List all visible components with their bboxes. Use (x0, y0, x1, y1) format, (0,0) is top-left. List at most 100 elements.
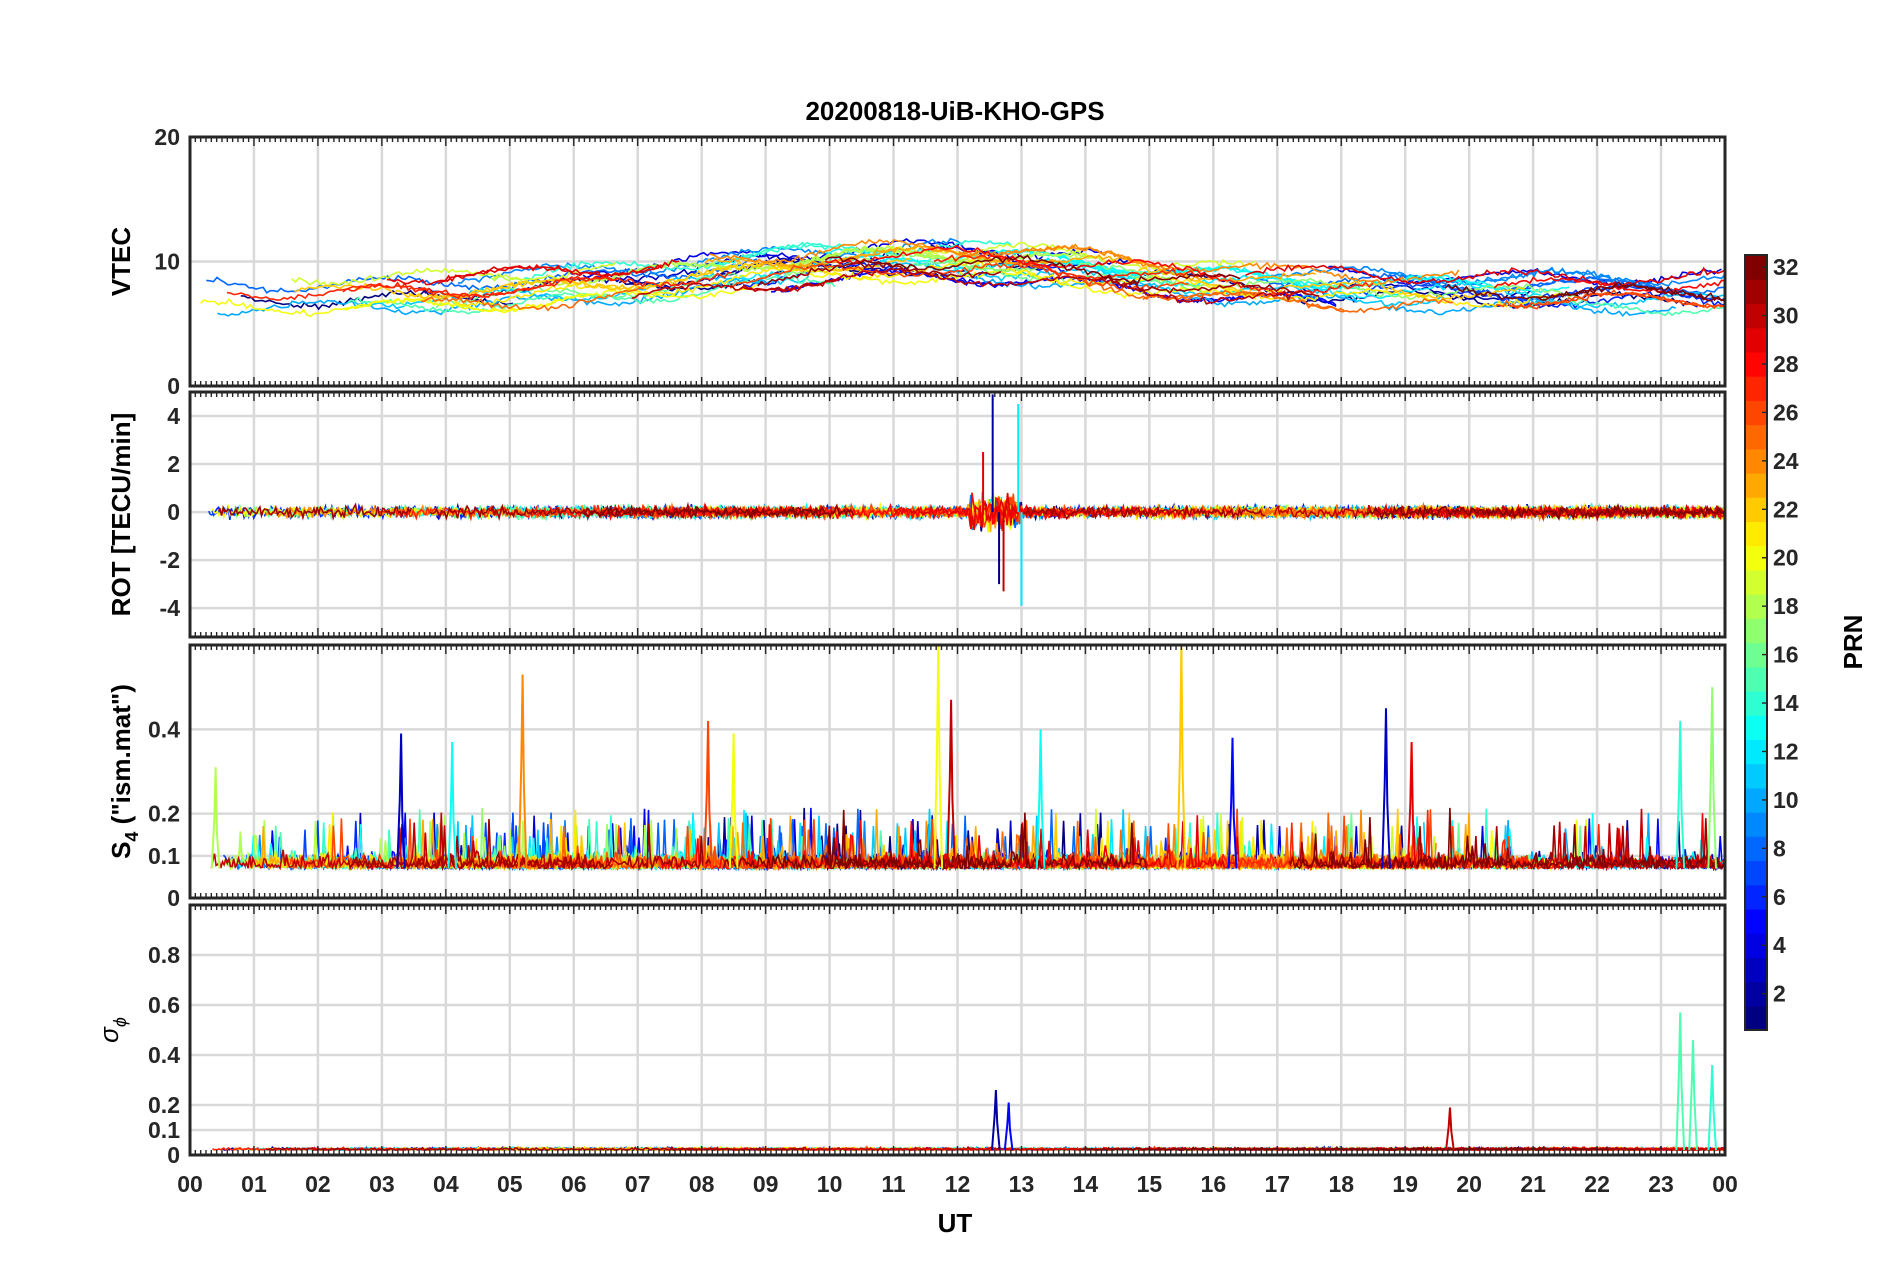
y-tick-label: 0 (167, 373, 180, 399)
series-prn-11 (876, 259, 1446, 307)
y-axis-label: VTEC (106, 227, 136, 297)
y-tick-label: 0.4 (148, 1042, 180, 1068)
s4-spike (946, 699, 956, 869)
y-axis-label: S4 ("ism.mat") (106, 684, 142, 859)
colorbar-segment (1745, 521, 1767, 547)
y-tick-label: 2 (167, 451, 180, 477)
colorbar-tick-label: 8 (1773, 835, 1786, 861)
y-tick-label: -2 (160, 547, 180, 573)
series-group (212, 1012, 1726, 1152)
series-prn-28 (657, 820, 956, 872)
series-prn-29 (1018, 815, 1240, 870)
series-prn-10 (1385, 298, 1676, 318)
series-prn-18 (490, 245, 950, 287)
x-minor-ticks (189, 645, 1726, 898)
colorbar-tick-label: 32 (1773, 254, 1799, 280)
series-prn-31 (757, 262, 1002, 287)
y-tick-label: 0.8 (148, 942, 180, 968)
series-prn-19 (291, 261, 617, 288)
series-prn-22 (1138, 266, 1525, 301)
y-axis-label: ROT [TECU/min] (106, 413, 136, 617)
s4-spike (396, 733, 406, 869)
series-prn-1 (240, 289, 514, 311)
y-tick-label: 0.6 (148, 992, 180, 1018)
colorbar-segment (1745, 376, 1767, 401)
y-tick-label: 0.1 (148, 843, 180, 869)
x-tick-label: 04 (433, 1171, 459, 1197)
colorbar-frame (1744, 254, 1768, 1031)
x-tick-label: 15 (1137, 1171, 1163, 1197)
x-tick-label: 07 (625, 1171, 651, 1197)
s4-spike (1381, 708, 1391, 869)
s4-spike (933, 644, 944, 869)
y-tick-label: 0 (167, 885, 180, 911)
series-group (210, 644, 1726, 872)
y-tick-label: 0 (167, 1142, 180, 1168)
colorbar-segment (1745, 594, 1767, 619)
colorbar-tick-label: 26 (1773, 399, 1799, 425)
y-tick-label: 20 (154, 124, 180, 150)
colorbar-tick-label: 14 (1773, 690, 1799, 716)
series-prn-31 (429, 501, 825, 522)
colorbar-tick-label: 12 (1773, 738, 1799, 764)
colorbar-segment (1745, 739, 1767, 765)
series-prn-32 (582, 504, 855, 520)
colorbar-segment (1745, 957, 1767, 983)
sigphi-spike (1688, 1039, 1698, 1151)
x-tick-label: 16 (1201, 1171, 1227, 1197)
x-tick-label: 18 (1328, 1171, 1354, 1197)
series-prn-20 (344, 283, 758, 314)
colorbar-segment (1745, 787, 1767, 813)
series-prn-26 (729, 262, 1189, 292)
s4-spike (1675, 720, 1686, 869)
colorbar-segment (1745, 327, 1767, 353)
colorbar-tick-label: 18 (1773, 593, 1799, 619)
series-prn-32 (1081, 1145, 1458, 1152)
colorbar-tick-label: 24 (1773, 448, 1799, 474)
x-minor-ticks (189, 392, 1726, 637)
series-prn-28 (1493, 276, 1726, 295)
y-axis-label: σϕ (94, 1017, 130, 1043)
colorbar-segment (1745, 812, 1767, 837)
colorbar-tick-label: 22 (1773, 496, 1799, 522)
x-tick-label: 06 (561, 1171, 587, 1197)
panel-vtec: 0 10 20 VTEC (106, 124, 1727, 399)
colorbar-segment (1745, 424, 1767, 450)
x-tick-label: 09 (753, 1171, 779, 1197)
series-prn-29 (437, 259, 680, 285)
x-tick-label: 08 (689, 1171, 715, 1197)
colorbar-segment (1745, 642, 1767, 668)
x-tick-label: 00 (177, 1171, 203, 1197)
series-prn-20 (807, 270, 1257, 301)
sigphi-spike (1003, 1102, 1014, 1151)
series-prn-26 (1495, 289, 1726, 310)
chart-title: 20200818-UiB-KHO-GPS (805, 96, 1104, 126)
grid (188, 905, 1727, 1157)
series-prn-30 (210, 812, 613, 872)
s4-spike (517, 674, 528, 869)
colorbar-tick-label: 30 (1773, 303, 1799, 329)
colorbar-tick-label: 20 (1773, 545, 1799, 571)
colorbar-segment (1745, 400, 1767, 426)
x-tick-label: 20 (1456, 1171, 1482, 1197)
series-prn-32 (824, 254, 1241, 286)
colorbar-segment (1745, 497, 1767, 523)
colorbar-label: PRN (1838, 615, 1868, 670)
series-prn-32 (723, 809, 1012, 871)
s4-spike (1406, 741, 1417, 869)
colorbar-segment (1745, 933, 1767, 958)
series-group (200, 237, 1726, 318)
sigphi-spike (1675, 1012, 1686, 1151)
series-prn-30 (631, 278, 840, 299)
s4-spike (1227, 737, 1238, 869)
x-tick-label: 00 (1712, 1171, 1738, 1197)
panel-sigphi: 00.10.2 0.4 0.6 0.8 σϕ (94, 903, 1727, 1168)
x-tick-label: 03 (369, 1171, 395, 1197)
series-prn-31 (1098, 276, 1320, 297)
x-tick-label: 02 (305, 1171, 331, 1197)
x-tick-label: 21 (1520, 1171, 1546, 1197)
x-tick-label: 22 (1584, 1171, 1610, 1197)
colorbar-segment (1745, 351, 1767, 377)
